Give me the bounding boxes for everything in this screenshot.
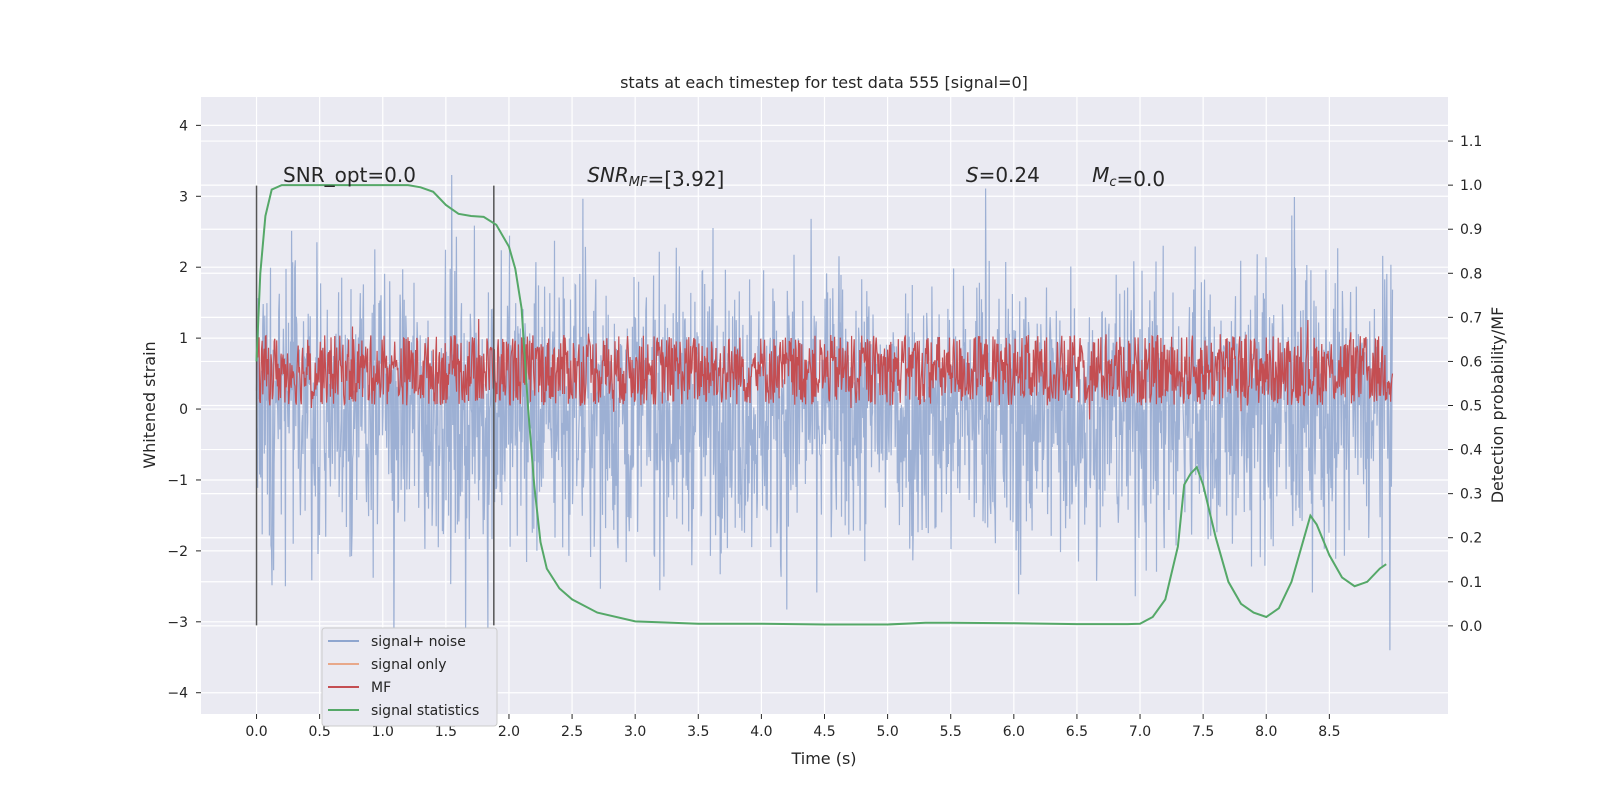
y-right-tick-label: 1.1 — [1460, 134, 1482, 150]
annotation-part: MF — [629, 175, 648, 190]
y-left-tick-label: −4 — [167, 686, 188, 702]
legend-label-signal-statistics: signal statistics — [371, 703, 479, 719]
x-tick-label: 7.5 — [1192, 724, 1214, 740]
annotation-part: S — [966, 163, 979, 187]
x-tick-label: 8.5 — [1318, 724, 1340, 740]
x-tick-label: 1.0 — [372, 724, 394, 740]
x-tick-label: 5.5 — [940, 724, 962, 740]
legend-label-mf: MF — [371, 680, 391, 696]
x-axis-label: Time (s) — [790, 749, 856, 768]
y-left-tick-label: −2 — [167, 544, 188, 560]
y-right-tick-label: 0.6 — [1460, 354, 1482, 370]
legend: signal+ noise signal only MF signal stat… — [321, 627, 498, 727]
y-right-tick-label: 0.5 — [1460, 399, 1482, 415]
y-right-tick-label: 0.7 — [1460, 310, 1482, 326]
y-right-tick-label: 0.3 — [1460, 487, 1482, 503]
y-right-tick-label: 0.0 — [1460, 619, 1482, 635]
annotation-part: =0.24 — [979, 163, 1040, 187]
y-axis-left-label: Whitened strain — [140, 341, 159, 468]
y-right-tick-label: 0.8 — [1460, 266, 1482, 282]
x-tick-label: 4.5 — [813, 724, 835, 740]
y-left-tick-label: 1 — [179, 331, 188, 347]
y-right-tick-label: 0.1 — [1460, 575, 1482, 591]
annotation-part: M — [1092, 163, 1109, 187]
series-signal-statistics — [255, 184, 1387, 626]
y-left-tick-label: 4 — [179, 118, 188, 134]
chart-title: stats at each timestep for test data 555… — [620, 73, 1028, 92]
x-tick-label: 8.0 — [1255, 724, 1277, 740]
annotation-part: =[3.92] — [647, 167, 724, 191]
y-left-tick-label: 3 — [179, 189, 188, 205]
ticks: 0.0 0.5 1.0 1.5 2.0 2.5 3.0 3.5 4.0 4.5 5.0 5.5 6.0 6… — [167, 118, 1482, 740]
y-axis-right-label: Detection probability/MF — [1488, 307, 1507, 504]
y-left-tick-label: −1 — [167, 473, 188, 489]
data-layer — [255, 174, 1394, 651]
series-mf — [255, 318, 1394, 420]
y-right-tick-label: 0.9 — [1460, 222, 1482, 238]
x-tick-label: 1.5 — [435, 724, 457, 740]
annotation-part: SNR — [587, 163, 629, 187]
annotation-text: Mc=0.0 — [1092, 163, 1165, 191]
x-tick-label: 6.5 — [1066, 724, 1088, 740]
annotation-part: =0.0 — [1116, 167, 1165, 191]
y-left-tick-label: 2 — [179, 260, 188, 276]
y-right-tick-label: 0.4 — [1460, 443, 1482, 459]
y-right-tick-label: 0.2 — [1460, 531, 1482, 547]
legend-label-signal-only: signal only — [371, 657, 446, 673]
y-left-tick-label: −3 — [167, 615, 188, 631]
x-tick-label: 0.0 — [245, 724, 267, 740]
annotation-part: c — [1109, 175, 1116, 190]
legend-box — [321, 627, 498, 727]
x-tick-label: 5.0 — [876, 724, 898, 740]
annotation-text: S=0.24 — [966, 163, 1040, 187]
x-tick-label: 0.5 — [309, 724, 331, 740]
annotation-part: SNR_opt=0.0 — [283, 163, 416, 187]
x-tick-label: 3.0 — [624, 724, 646, 740]
x-tick-label: 7.0 — [1129, 724, 1151, 740]
annotation-text: SNR_opt=0.0 — [283, 163, 416, 187]
annotations: SNR_opt=0.0 SNRMF=[3.92] S=0.24 Mc=0.0 — [283, 163, 1165, 191]
x-tick-label: 3.5 — [687, 724, 709, 740]
x-tick-label: 4.0 — [750, 724, 772, 740]
legend-label-signal-noise: signal+ noise — [371, 634, 466, 650]
x-tick-label: 2.5 — [561, 724, 583, 740]
x-tick-label: 2.0 — [498, 724, 520, 740]
annotation-text: SNRMF=[3.92] — [587, 163, 724, 191]
series-signal-noise — [255, 174, 1394, 651]
y-right-tick-label: 1.0 — [1460, 178, 1482, 194]
y-left-tick-label: 0 — [179, 402, 188, 418]
x-tick-label: 6.0 — [1003, 724, 1025, 740]
